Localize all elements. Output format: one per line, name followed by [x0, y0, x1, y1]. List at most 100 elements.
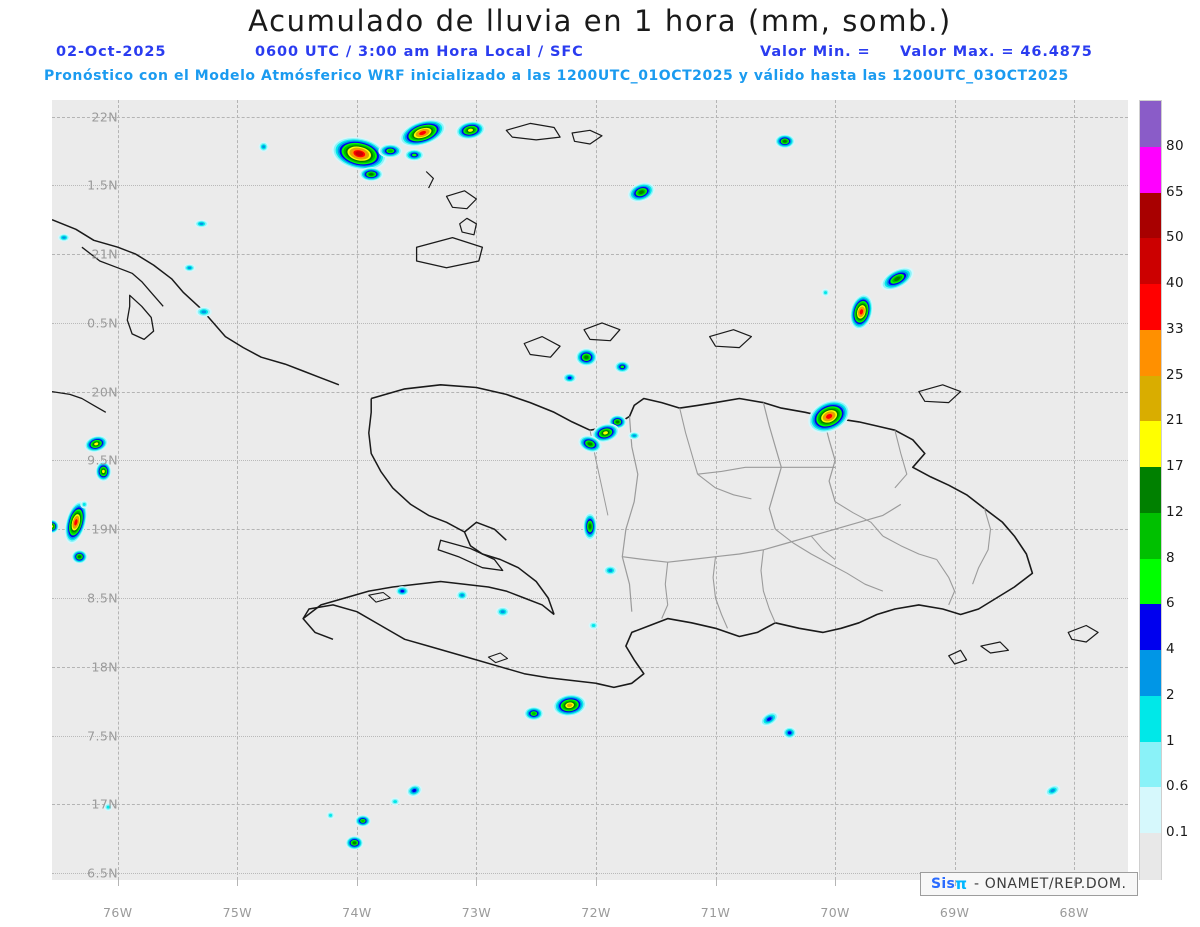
precip-cell [774, 134, 795, 149]
province-border-path [774, 528, 884, 592]
precip-contour [52, 525, 54, 528]
province-border-path [679, 407, 699, 475]
gridline-horizontal [52, 322, 1128, 324]
precip-cell [57, 233, 70, 242]
precip-contour [102, 469, 105, 474]
coastline-path [505, 122, 561, 141]
colorbar-tick-label: 8 [1166, 549, 1175, 566]
precip-contour [94, 442, 99, 446]
y-axis-tick-label: 6.5N [87, 865, 118, 881]
coastline-path [437, 539, 504, 572]
coastline-path [302, 604, 597, 685]
precip-contour [199, 222, 204, 226]
colorbar-tick-label: 12 [1166, 503, 1184, 520]
province-border-path [936, 559, 956, 606]
colorbar-band [1140, 512, 1161, 560]
gridline-horizontal [52, 460, 1128, 462]
coastline-path [445, 190, 477, 210]
precip-contour [361, 819, 365, 823]
precip-cell [390, 797, 401, 806]
province-border-path [712, 556, 729, 629]
map-panel[interactable] [52, 100, 1128, 880]
precip-contour [608, 568, 613, 572]
coastline-path [368, 591, 391, 603]
gridline-horizontal [52, 666, 1128, 668]
precip-contour [566, 703, 573, 708]
y-axis-tick-label: 0.5N [87, 315, 118, 331]
precip-contour [393, 800, 398, 804]
colorbar-band [1140, 421, 1161, 468]
precip-contour [201, 310, 207, 314]
precip-cell [359, 167, 384, 182]
gridline-horizontal [52, 597, 1128, 599]
precip-contour [615, 420, 620, 424]
precip-contour [355, 151, 364, 157]
province-border-path [621, 416, 639, 612]
precip-cell [395, 586, 410, 597]
precip-contour [106, 805, 110, 809]
precip-cell [808, 399, 851, 433]
province-border-path [760, 549, 776, 624]
colorbar-band [1140, 695, 1161, 743]
precip-cell [627, 182, 655, 202]
coastline-path [948, 649, 968, 665]
gridline-vertical [1074, 100, 1076, 880]
precip-cell [603, 565, 618, 576]
precip-cell [849, 294, 873, 330]
forecast-date: 02-Oct-2025 [56, 44, 167, 60]
precip-cell [104, 803, 113, 812]
x-axis-tick-mark [715, 880, 717, 886]
coastline-path [459, 217, 477, 236]
colorbar-tick-label: 25 [1166, 366, 1184, 383]
colorbar-band [1140, 146, 1161, 194]
colorbar-band [1140, 329, 1161, 377]
colorbar-band [1140, 604, 1161, 651]
y-axis-tick-label: 1.5N [87, 177, 118, 193]
y-axis-tick-label: 20N [91, 384, 118, 400]
y-axis-tick-label: 17N [91, 796, 118, 812]
gridline-vertical [356, 100, 358, 880]
coastline-path [126, 294, 155, 341]
x-axis-tick-mark [117, 880, 119, 886]
x-axis-tick-label: 76W [103, 905, 133, 920]
precip-contour [187, 266, 192, 270]
precip-contour [783, 139, 787, 143]
precip-contour [412, 153, 417, 157]
precip-contour [329, 813, 333, 817]
precip-contour [567, 376, 572, 380]
precip-cell [406, 784, 423, 797]
colorbar-tick-label: 0.1 [1166, 824, 1189, 841]
colorbar-band [1140, 101, 1161, 148]
precip-contour [74, 519, 78, 526]
x-axis-tick-label: 72W [581, 905, 611, 920]
precip-cell [1045, 784, 1061, 797]
gridline-vertical [237, 100, 239, 880]
logo-agency-text: - ONAMET/REP.DOM. [974, 876, 1127, 892]
precip-contour [638, 190, 644, 194]
precip-contour [766, 717, 772, 721]
y-axis-tick-label: 19N [91, 521, 118, 537]
forecast-time-info: 0600 UTC / 3:00 am Hora Local / SFC [255, 44, 584, 60]
colorbar-tick-label: 0.6 [1166, 778, 1189, 795]
colorbar-band [1140, 467, 1161, 514]
precip-cell [591, 423, 620, 443]
precip-cell [760, 711, 779, 727]
x-axis-tick-label: 70W [820, 905, 850, 920]
precip-contour [62, 236, 66, 239]
precip-contour [460, 593, 464, 597]
precip-cell [64, 500, 88, 544]
precip-cell [195, 306, 212, 317]
precip-contour [78, 555, 81, 559]
coastline-path [81, 246, 164, 307]
precip-cell [331, 136, 387, 171]
x-axis-tick-label: 68W [1059, 905, 1089, 920]
precip-cell [345, 835, 364, 850]
province-border-path [894, 430, 908, 489]
colorbar-tick-label: 2 [1166, 686, 1175, 703]
precip-cell [326, 811, 335, 820]
precip-contour [603, 431, 608, 435]
coastline-path [425, 171, 434, 189]
colorbar-tick-label: 4 [1166, 641, 1175, 658]
gridline-horizontal [52, 116, 1128, 118]
gridline-vertical [715, 100, 717, 880]
